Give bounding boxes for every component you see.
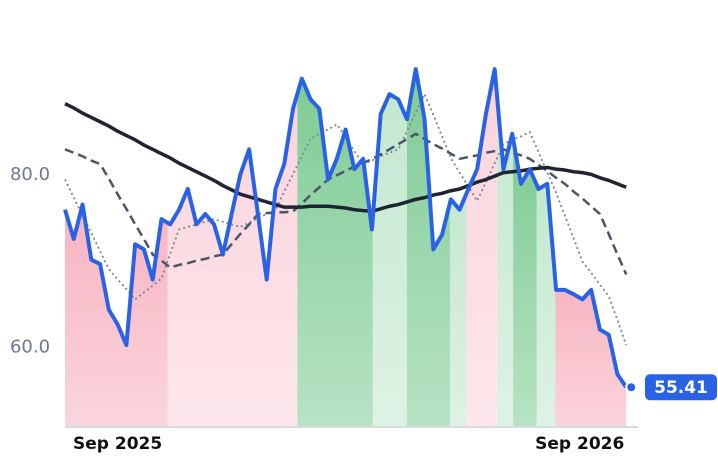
band-area [466,69,498,427]
series-line [64,132,628,275]
x-tick-label: Sep 2025 [73,434,162,454]
series-line [64,102,627,214]
band-area [372,94,407,428]
band-area [407,69,450,427]
band-area [167,93,298,427]
band-area [555,279,627,427]
band-area [513,138,537,427]
band-area [497,99,514,427]
last-point [625,381,638,394]
value-label: 55.41 [654,378,708,398]
x-tick-label: Sep 2026 [535,434,624,454]
band-area [297,78,373,427]
y-tick-label: 80.0 [10,164,50,185]
series-line [63,67,628,389]
y-tick-label: 60.0 [10,337,50,358]
band-area [449,193,467,427]
band-area [536,183,556,427]
value-badge [645,374,717,401]
band-area [65,204,168,427]
